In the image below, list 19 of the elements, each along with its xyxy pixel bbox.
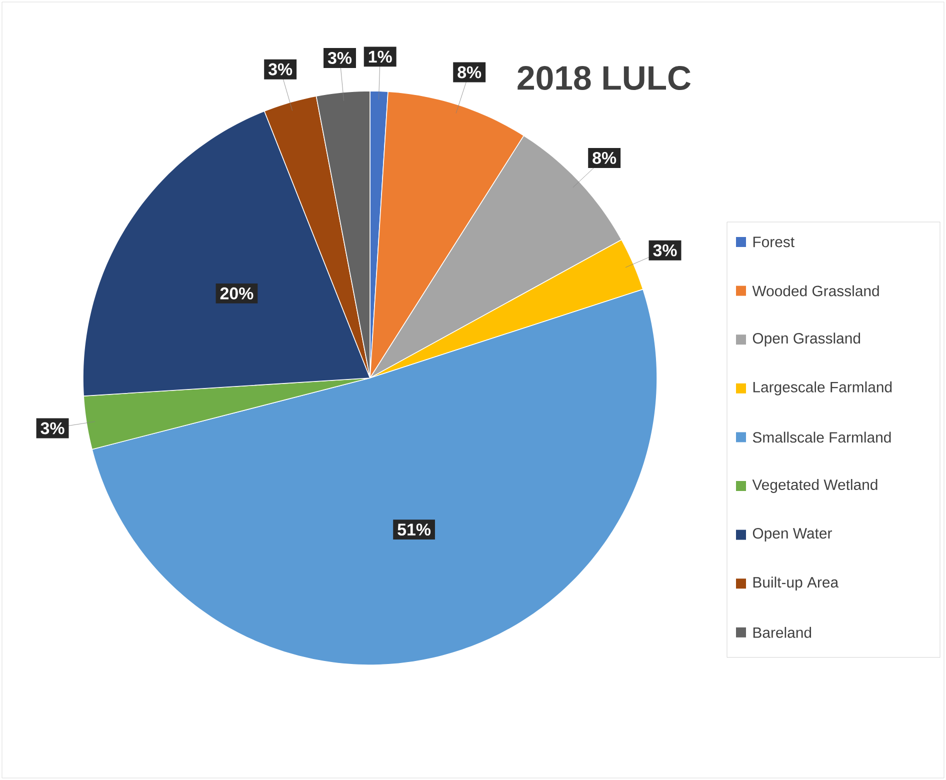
data-label: 3% xyxy=(40,422,64,434)
legend-label: Largescale Farmland xyxy=(753,381,892,396)
data-label: 8% xyxy=(458,66,482,78)
legend-label: Bareland xyxy=(753,626,812,638)
legend-label: Forest xyxy=(753,236,794,248)
legend-label: Vegetated Wetland xyxy=(752,479,878,493)
legend-label: Open Grassland xyxy=(752,332,860,347)
data-label: 3% xyxy=(328,52,352,64)
data-label: 3% xyxy=(268,63,292,76)
data-label: 3% xyxy=(653,244,677,256)
legend-label: Built-up Area xyxy=(753,576,839,591)
legend-label: Wooded Grassland xyxy=(752,285,879,296)
data-label: 20% xyxy=(220,287,254,300)
data-label: 8% xyxy=(592,152,616,164)
legend-label: Smallscale Farmland xyxy=(752,432,891,443)
data-label: 51% xyxy=(398,524,431,536)
chart-title: 2018 LULC xyxy=(518,66,691,90)
data-label: 1% xyxy=(368,50,392,63)
legend-label: Open Water xyxy=(752,528,832,542)
